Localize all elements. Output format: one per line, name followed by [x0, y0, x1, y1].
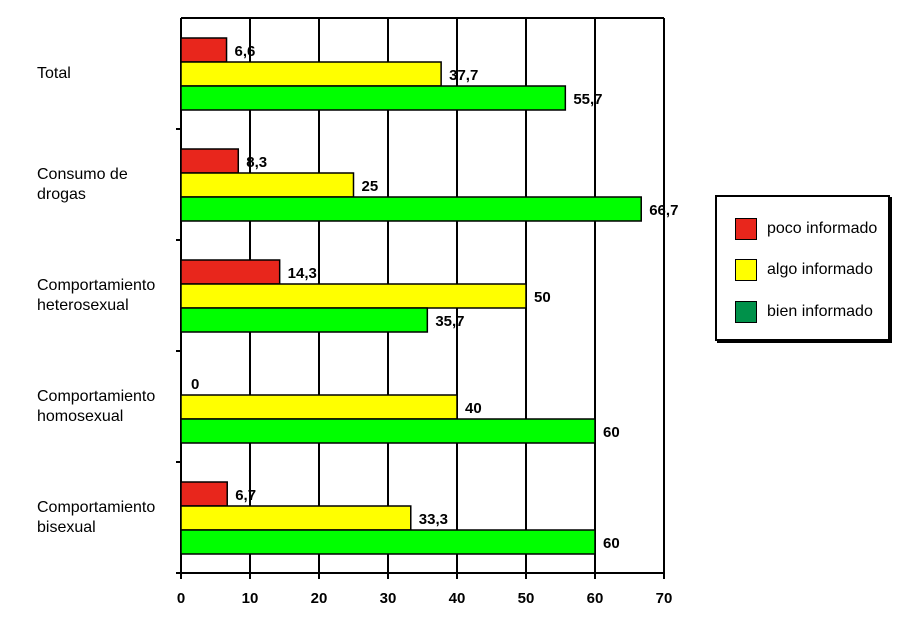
bar: [180, 61, 442, 87]
data-label: 35,7: [435, 313, 464, 330]
data-label: 60: [603, 535, 620, 552]
category-label-line: drogas: [37, 186, 86, 203]
legend-item-bien: bien informado: [735, 300, 873, 324]
bar: [180, 505, 412, 531]
legend-item-poco: poco informado: [735, 217, 877, 241]
x-tick-label: 0: [177, 590, 185, 607]
data-label: 60: [603, 424, 620, 441]
data-label: 8,3: [246, 154, 267, 171]
data-label: 66,7: [649, 202, 678, 219]
x-tick-label: 40: [449, 590, 466, 607]
data-label: 6,6: [235, 43, 256, 60]
data-label: 6,7: [235, 487, 256, 504]
category-label: Comportamiento homosexual: [37, 387, 207, 427]
category-label: Comportamiento bisexual: [37, 498, 207, 538]
category-label: Consumo de drogas: [37, 165, 207, 205]
category-label-line: bisexual: [37, 519, 96, 536]
category-label-line: Consumo de: [37, 166, 128, 183]
legend-item-algo: algo informado: [735, 258, 873, 282]
legend-swatch-bien: [735, 301, 757, 323]
data-label: 40: [465, 400, 482, 417]
legend-swatch-poco: [735, 218, 757, 240]
bar: [180, 529, 596, 555]
category-label: Comportamiento heterosexual: [37, 276, 207, 316]
bar: [180, 259, 281, 285]
x-tick-label: 20: [311, 590, 328, 607]
data-label: 50: [534, 289, 551, 306]
x-tick-label: 70: [656, 590, 673, 607]
data-label: 33,3: [419, 511, 448, 528]
legend-label-algo: algo informado: [767, 261, 873, 278]
data-label: 14,3: [288, 265, 317, 282]
data-label: 0: [191, 376, 199, 393]
x-tick-label: 60: [587, 590, 604, 607]
bar: [180, 172, 355, 198]
x-tick-label: 30: [380, 590, 397, 607]
category-label-line: Total: [37, 65, 71, 82]
category-label-line: homosexual: [37, 408, 124, 425]
bar: [180, 418, 596, 444]
data-label: 55,7: [573, 91, 602, 108]
legend: poco informado algo informado bien infor…: [715, 195, 890, 341]
bar: [180, 307, 429, 333]
data-label: 25: [362, 178, 379, 195]
legend-label-bien: bien informado: [767, 303, 873, 320]
legend-swatch-algo: [735, 259, 757, 281]
bar: [180, 283, 527, 309]
bar: [180, 85, 567, 111]
category-label-line: Comportamiento: [37, 499, 156, 516]
bar: [180, 37, 228, 63]
x-tick-label: 10: [242, 590, 259, 607]
bar: [180, 196, 642, 222]
x-tick-label: 50: [518, 590, 535, 607]
category-label: Total: [37, 64, 207, 84]
category-label-line: heterosexual: [37, 297, 129, 314]
category-label-line: Comportamiento: [37, 388, 156, 405]
legend-label-poco: poco informado: [767, 220, 878, 237]
category-label-line: Comportamiento: [37, 277, 156, 294]
data-label: 37,7: [449, 67, 478, 84]
bar: [180, 394, 458, 420]
